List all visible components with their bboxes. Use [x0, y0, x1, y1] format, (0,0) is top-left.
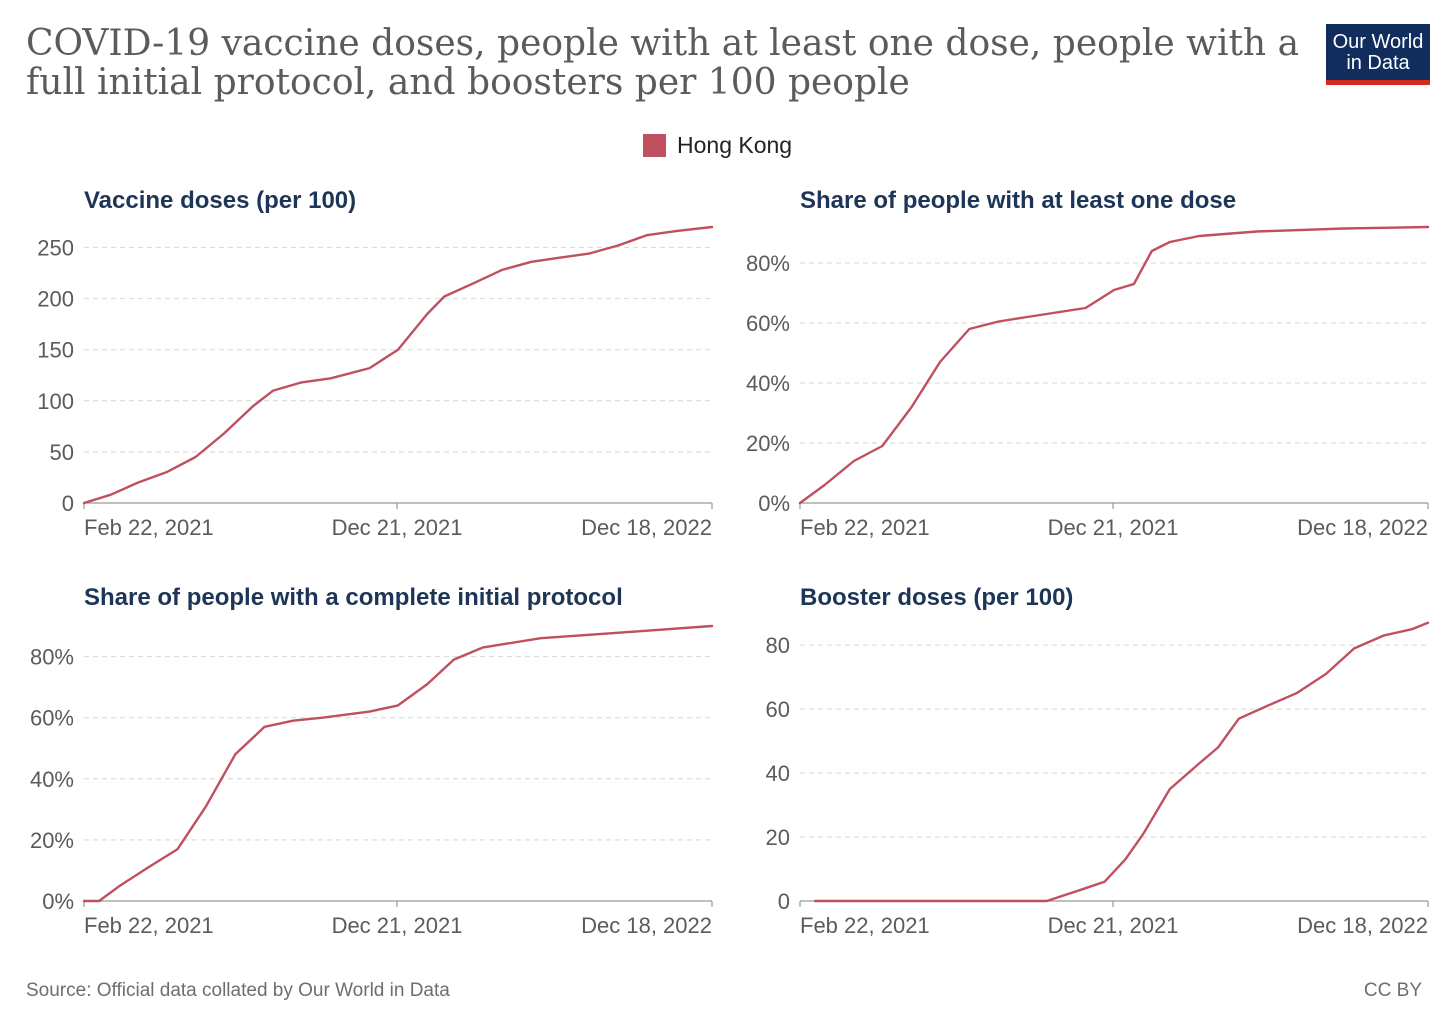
y-tick-label: 0% [42, 889, 74, 914]
chart-panel-4: Booster doses (per 100) 0 20 40 60 80 Feb 22, … [766, 584, 1430, 938]
panel-title: Share of people with a complete initial … [84, 584, 623, 611]
owid-logo[interactable]: Our World in Data [1326, 24, 1430, 85]
x-tick-label: Feb 22, 2021 [800, 515, 930, 540]
y-tick-label: 250 [37, 235, 74, 260]
y-tick-label: 60 [766, 697, 790, 722]
y-tick-label: 150 [37, 338, 74, 363]
source-note[interactable]: Source: Official data collated by Our Wo… [26, 980, 450, 1001]
x-tick-label: Dec 18, 2022 [581, 515, 712, 540]
y-tick-label: 40 [766, 761, 790, 786]
y-tick-label: 0 [778, 889, 790, 914]
legend[interactable]: Hong Kong [643, 131, 792, 159]
y-tick-label: 60% [30, 706, 74, 731]
chart-panel-3: Share of people with a complete initial … [30, 584, 714, 938]
y-tick-label: 50 [50, 440, 74, 465]
license-note[interactable]: CC BY [1363, 980, 1422, 1001]
y-tick-label: 40% [30, 767, 74, 792]
x-tick-label: Dec 18, 2022 [1297, 515, 1428, 540]
chart-panel-2: Share of people with at least one dose 0%… [746, 187, 1430, 540]
series-line-hong-kong[interactable] [82, 624, 714, 903]
y-tick-label: 60% [746, 311, 790, 336]
y-tick-label: 0 [62, 491, 74, 516]
y-tick-label: 20 [766, 825, 790, 850]
panel-title: Share of people with at least one dose [800, 187, 1236, 214]
x-tick-label: Feb 22, 2021 [84, 515, 214, 540]
x-tick-label: Dec 21, 2021 [1048, 913, 1179, 938]
y-tick-label: 80 [766, 633, 790, 658]
legend-label: Hong Kong [677, 131, 793, 158]
y-tick-label: 100 [37, 389, 74, 414]
y-tick-label: 40% [746, 371, 790, 396]
series-line-hong-kong[interactable] [798, 225, 1430, 505]
x-tick-label: Dec 18, 2022 [581, 913, 712, 938]
y-tick-label: 20% [746, 431, 790, 456]
x-tick-label: Dec 18, 2022 [1297, 913, 1428, 938]
legend-swatch [643, 133, 666, 157]
y-tick-label: 80% [746, 251, 790, 276]
x-tick-label: Dec 21, 2021 [332, 913, 463, 938]
x-tick-label: Dec 21, 2021 [332, 515, 463, 540]
y-tick-label: 20% [30, 828, 74, 853]
x-tick-label: Feb 22, 2021 [84, 913, 214, 938]
panel-title: Vaccine doses (per 100) [84, 187, 356, 214]
chart-title: COVID-19 vaccine doses, people with at l… [26, 23, 1300, 103]
y-tick-label: 80% [30, 645, 74, 670]
panel-title: Booster doses (per 100) [800, 584, 1073, 611]
y-tick-label: 200 [37, 287, 74, 312]
logo-line-2: in Data [1346, 52, 1410, 74]
series-line-hong-kong[interactable] [813, 621, 1430, 903]
x-tick-label: Dec 21, 2021 [1048, 515, 1179, 540]
chart-panel-1: Vaccine doses (per 100) 0 50 100 150 200 250 Fe… [37, 187, 714, 540]
series-line-hong-kong[interactable] [82, 225, 714, 505]
x-tick-label: Feb 22, 2021 [800, 913, 930, 938]
y-tick-label: 0% [758, 491, 790, 516]
logo-line-1: Our World [1332, 31, 1424, 53]
